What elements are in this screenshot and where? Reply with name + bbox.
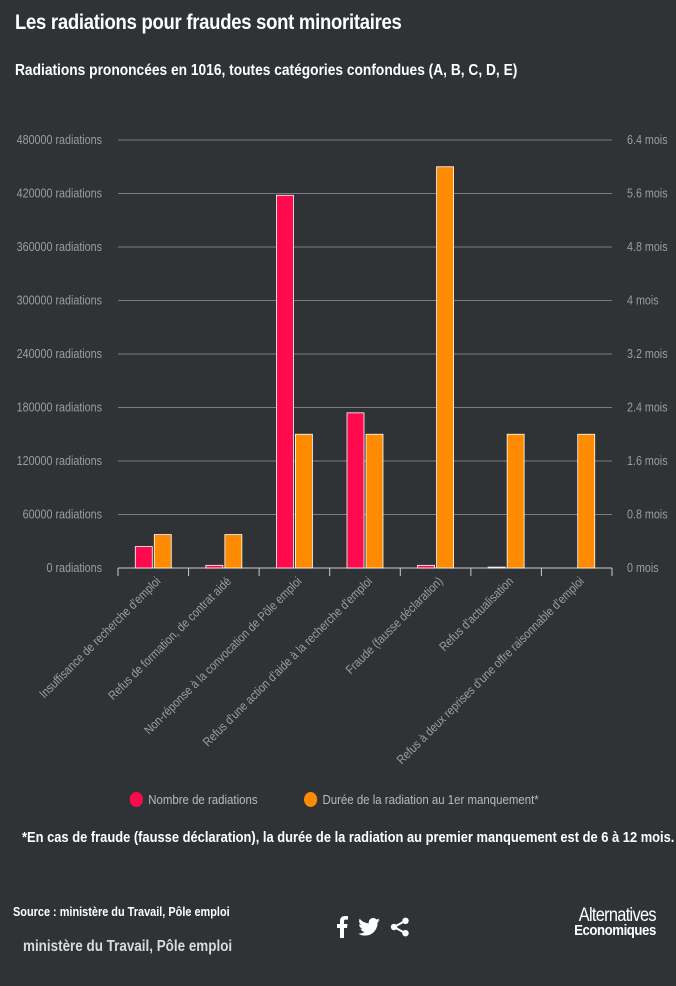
footnote: *En cas de fraude (fausse déclaration), … <box>22 829 675 846</box>
y-right-tick-label: 4.8 mois <box>627 240 668 254</box>
x-category-label: Insuffisance de recherche d'emploi <box>37 574 164 701</box>
brand-logo-bottom: Economiques <box>574 922 656 939</box>
bar-nombre-radiations <box>205 564 224 569</box>
bar-nombre-radiations <box>487 566 506 569</box>
legend-label-series2: Durée de la radiation au 1er manquement* <box>322 792 539 807</box>
y-left-tick-label: 120000 radiations <box>17 454 103 468</box>
legend-item-series2[interactable]: Durée de la radiation au 1er manquement* <box>304 792 539 807</box>
chart-subtitle: Radiations prononcées en 1016, toutes ca… <box>15 62 518 79</box>
bar-duree-radiation <box>436 166 454 569</box>
x-category-label: Non-réponse à la convocation de Pôle emp… <box>142 574 305 737</box>
y-left-tick-label: 480000 radiations <box>17 133 103 147</box>
chart-legend: Nombre de radiations Durée de la radiati… <box>0 792 676 807</box>
source-text: Source : ministère du Travail, Pôle empl… <box>13 904 230 919</box>
x-category-label: Refus de formation, de contrat aidé <box>106 574 234 702</box>
y-right-tick-label: 0.8 mois <box>627 508 668 522</box>
y-right-tick-label: 5.6 mois <box>627 187 668 201</box>
bar-chart: 0 radiations 0 mois 60000 radiations 0.8 mo… <box>17 133 668 767</box>
bar-duree-radiation <box>295 433 313 569</box>
share-bar <box>336 916 410 943</box>
legend-swatch-series1 <box>129 792 143 807</box>
bar-duree-radiation <box>224 534 243 569</box>
bar-nombre-radiations <box>346 412 365 569</box>
chart-title: Les radiations pour fraudes sont minorit… <box>15 11 402 34</box>
y-right-tick-label: 0 mois <box>627 561 659 575</box>
source-credit: ministère du Travail, Pôle emploi <box>23 938 233 955</box>
y-right-tick-label: 4 mois <box>627 294 659 308</box>
bar-nombre-radiations <box>134 546 153 569</box>
share-icon[interactable] <box>390 917 410 942</box>
bar-nombre-radiations <box>276 194 294 569</box>
legend-swatch-series2 <box>304 792 318 807</box>
y-right-tick-label: 6.4 mois <box>627 133 668 147</box>
bar-duree-radiation <box>365 433 384 569</box>
facebook-icon[interactable] <box>336 916 348 943</box>
legend-item-series1[interactable]: Nombre de radiations <box>129 792 258 807</box>
bar-duree-radiation <box>506 433 525 569</box>
twitter-icon[interactable] <box>358 918 380 941</box>
y-left-tick-label: 240000 radiations <box>17 347 103 361</box>
y-left-tick-label: 360000 radiations <box>17 240 103 254</box>
y-left-tick-label: 60000 radiations <box>23 508 103 522</box>
legend-label-series1: Nombre de radiations <box>148 792 258 807</box>
y-left-tick-label: 0 radiations <box>46 561 102 575</box>
brand-logo[interactable]: Alternatives Economiques <box>563 906 656 938</box>
y-left-tick-label: 420000 radiations <box>17 187 103 201</box>
bar-nombre-radiations <box>417 564 435 569</box>
x-category-label: Refus d'actualisation <box>437 574 517 654</box>
bar-duree-radiation <box>577 433 596 569</box>
brand-logo-top: Alternatives <box>578 905 657 926</box>
y-left-tick-label: 300000 radiations <box>17 294 103 308</box>
y-left-tick-label: 180000 radiations <box>17 401 103 415</box>
y-right-tick-label: 3.2 mois <box>627 347 668 361</box>
bar-duree-radiation <box>153 534 172 569</box>
y-right-tick-label: 2.4 mois <box>627 401 668 415</box>
y-right-tick-label: 1.6 mois <box>627 454 668 468</box>
